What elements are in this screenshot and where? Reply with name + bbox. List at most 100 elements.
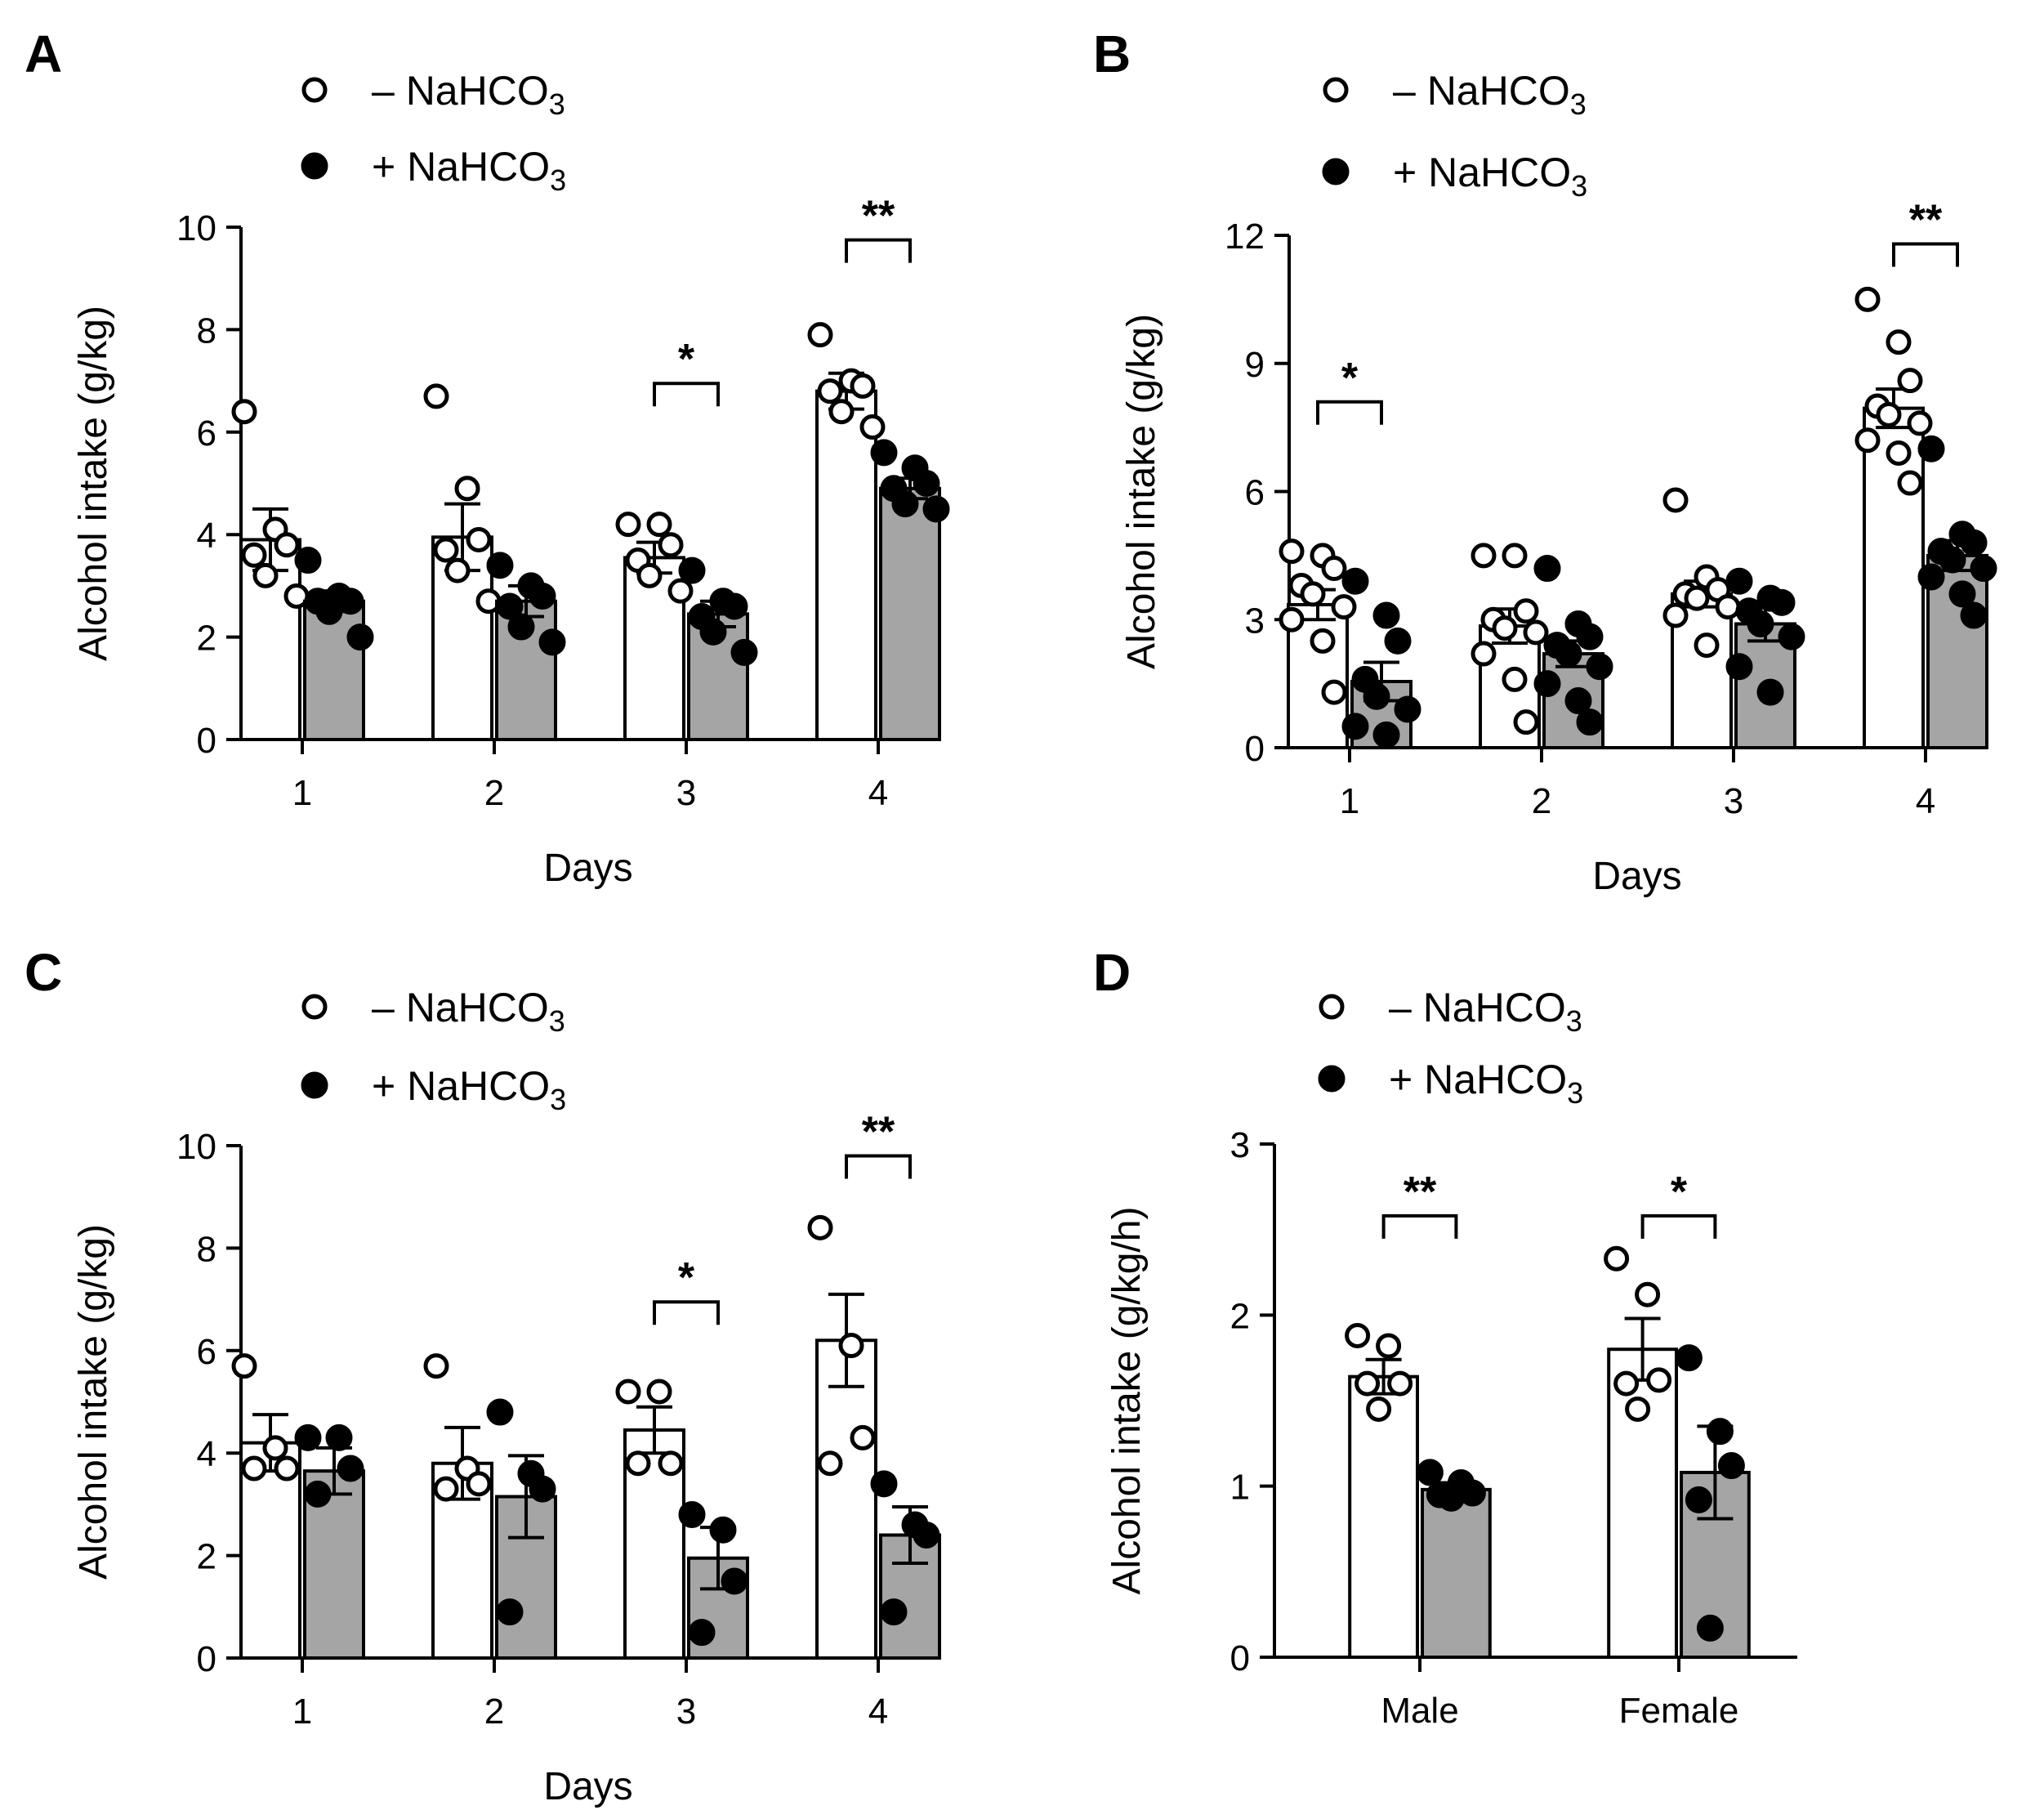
- bar-without-nahco3: [1607, 1347, 1678, 1659]
- data-point-open: [1502, 543, 1528, 569]
- data-point-open: [1513, 709, 1539, 735]
- data-point-filled: [1960, 601, 1988, 629]
- data-point-open: [1513, 598, 1539, 624]
- data-point-filled: [1960, 529, 1988, 556]
- data-point-open: [1854, 427, 1881, 454]
- x-tick-label: 2: [484, 773, 504, 813]
- data-point-open: [466, 526, 492, 552]
- legend-label-text: + NaHCO: [1389, 1057, 1567, 1102]
- legend-label-text: – NaHCO: [1393, 68, 1570, 114]
- significance-label: *: [1341, 355, 1359, 402]
- legend-label: + NaHCO3: [372, 144, 566, 197]
- data-point-filled: [337, 1455, 364, 1482]
- legend-label-text: – NaHCO: [372, 68, 549, 114]
- legend-filled-circle-icon: [301, 1071, 328, 1099]
- data-point-filled: [1458, 1479, 1486, 1507]
- data-point-open: [1613, 1370, 1640, 1397]
- legend-label: – NaHCO3: [372, 68, 565, 121]
- data-point-open: [667, 578, 694, 604]
- data-point-open: [1876, 401, 1902, 427]
- significance-label: *: [678, 336, 695, 383]
- legend-filled-circle-icon: [1322, 158, 1350, 185]
- data-point-open: [1684, 585, 1710, 611]
- bar-with-nahco3: [303, 599, 365, 742]
- data-point-open: [1625, 1396, 1651, 1422]
- data-point-open: [1523, 619, 1549, 646]
- data-point-filled: [529, 582, 556, 610]
- legend-label: – NaHCO3: [1393, 68, 1587, 121]
- x-axis-label: Days: [1592, 855, 1681, 898]
- y-tick-label: 4: [197, 516, 216, 556]
- data-point-open: [1345, 1322, 1371, 1348]
- data-point-open: [1376, 1333, 1402, 1359]
- data-point-open: [850, 1424, 876, 1450]
- data-point-filled: [1696, 1614, 1724, 1642]
- data-point-open: [636, 562, 663, 588]
- significance-bracket: [1316, 400, 1383, 425]
- legend-label-text: + NaHCO: [372, 1063, 550, 1109]
- data-point-filled: [337, 588, 364, 615]
- legend-label-subscript: 3: [550, 163, 566, 197]
- y-tick-label: 2: [197, 1537, 216, 1577]
- x-tick-label: 1: [292, 773, 312, 813]
- data-point-open: [1694, 632, 1720, 659]
- data-point-open: [241, 1455, 267, 1482]
- x-tick-label: 3: [676, 773, 696, 813]
- data-point-filled: [1778, 623, 1805, 650]
- significance-label: **: [862, 1109, 895, 1156]
- data-point-open: [1321, 556, 1347, 582]
- legend-open-circle-icon: [1319, 994, 1345, 1020]
- data-point-filled: [730, 638, 758, 666]
- data-point-filled: [870, 1470, 898, 1498]
- data-point-filled: [304, 1480, 332, 1508]
- data-point-filled: [870, 439, 898, 467]
- legend-filled-circle-icon: [1318, 1065, 1346, 1093]
- legend-label: + NaHCO3: [1393, 150, 1587, 203]
- data-point-filled: [1564, 687, 1592, 715]
- y-tick-label: 2: [197, 619, 216, 659]
- data-point-open: [252, 562, 279, 588]
- data-point-filled: [1725, 567, 1753, 595]
- bar-without-nahco3: [1348, 1374, 1419, 1660]
- data-point-open: [1886, 440, 1912, 466]
- data-point-open: [850, 373, 876, 399]
- data-point-filled: [1437, 1484, 1465, 1512]
- data-point-open: [1662, 602, 1689, 628]
- data-point-filled: [709, 1516, 737, 1544]
- data-point-filled: [1384, 627, 1412, 655]
- bar-without-nahco3: [815, 389, 877, 741]
- x-tick-label: 4: [1916, 781, 1935, 821]
- data-point-open: [1310, 628, 1336, 654]
- data-point-filled: [294, 1423, 322, 1451]
- legend-label: – NaHCO3: [1389, 985, 1582, 1038]
- y-tick-label: 1: [1230, 1468, 1250, 1508]
- x-tick-label: 1: [1340, 781, 1359, 821]
- y-tick-label: 8: [197, 311, 216, 351]
- panel-label: D: [1093, 943, 1131, 1002]
- data-point-open: [1635, 1281, 1661, 1307]
- data-point-open: [1354, 1370, 1381, 1397]
- data-point-open: [231, 399, 257, 425]
- data-point-filled: [678, 1500, 706, 1528]
- legend-open-circle-icon: [301, 994, 328, 1020]
- data-point-open: [454, 476, 480, 502]
- x-tick-label: 1: [292, 1692, 312, 1732]
- data-point-filled: [1685, 1486, 1712, 1513]
- x-tick-label: 3: [676, 1692, 696, 1732]
- y-tick-label: 9: [1245, 345, 1265, 385]
- x-tick-label: 2: [1532, 781, 1551, 821]
- y-tick-label: 12: [1225, 217, 1265, 257]
- data-point-filled: [529, 1475, 556, 1503]
- bar-with-nahco3: [879, 486, 941, 742]
- data-point-filled: [1576, 623, 1604, 650]
- data-point-open: [807, 322, 833, 348]
- data-point-filled: [699, 618, 727, 646]
- y-axis-label: Alcohol intake (g/kg): [1120, 314, 1163, 669]
- data-point-filled: [1939, 546, 1966, 574]
- legend-label-text: – NaHCO: [372, 985, 549, 1030]
- legend-label-subscript: 3: [1567, 1076, 1583, 1110]
- data-point-open: [1300, 581, 1326, 607]
- y-axis-label: Alcohol intake (g/kg/h): [1105, 1207, 1149, 1595]
